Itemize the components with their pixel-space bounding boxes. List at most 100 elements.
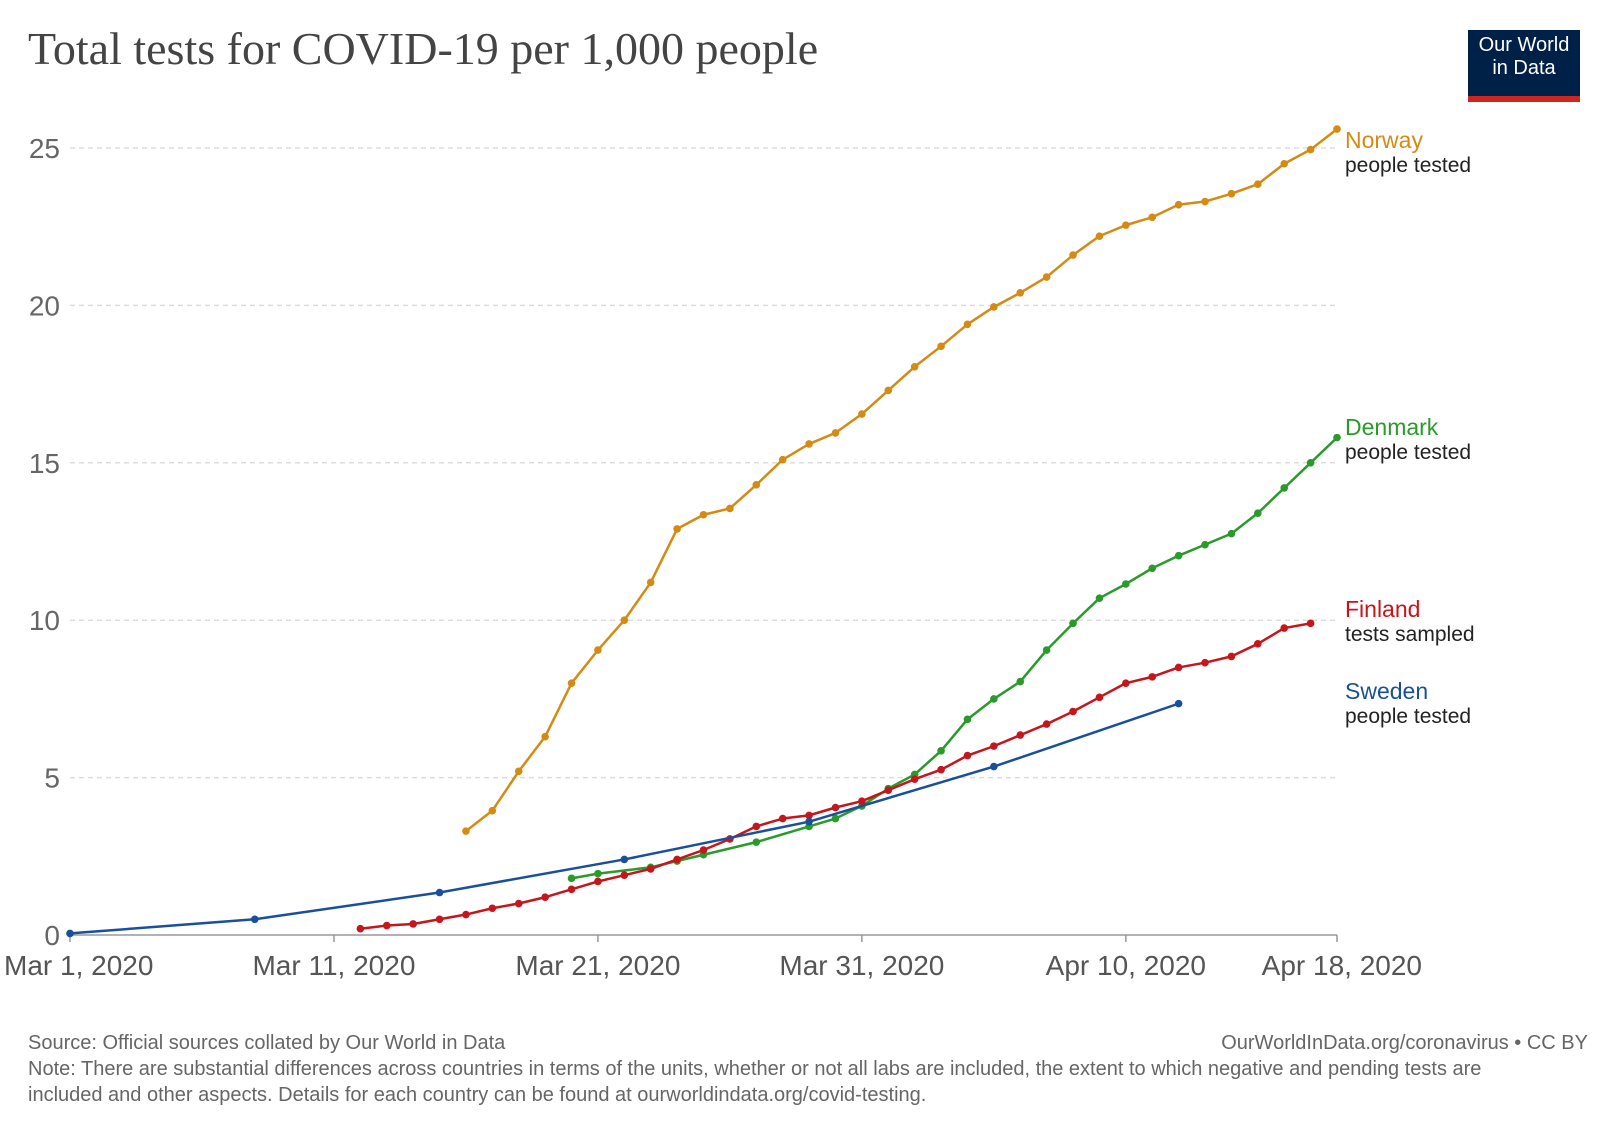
data-point-sweden[interactable] bbox=[66, 929, 74, 938]
data-point-denmark[interactable] bbox=[1122, 580, 1130, 588]
data-point-norway[interactable] bbox=[884, 386, 893, 395]
data-point-finland[interactable] bbox=[646, 865, 655, 873]
data-point-finland[interactable] bbox=[488, 904, 497, 913]
data-point-norway[interactable] bbox=[514, 767, 523, 776]
data-point-norway[interactable] bbox=[1095, 232, 1104, 240]
data-point-norway[interactable] bbox=[1254, 180, 1262, 189]
data-point-norway[interactable] bbox=[831, 429, 840, 437]
data-point-norway[interactable] bbox=[594, 646, 602, 654]
data-point-denmark[interactable] bbox=[1148, 564, 1157, 573]
data-point-norway[interactable] bbox=[1069, 251, 1077, 259]
data-point-norway[interactable] bbox=[646, 578, 655, 587]
data-point-finland[interactable] bbox=[1042, 720, 1051, 728]
data-point-denmark[interactable] bbox=[1280, 484, 1289, 492]
data-point-norway[interactable] bbox=[726, 504, 734, 513]
data-point-finland[interactable] bbox=[594, 877, 602, 886]
data-point-sweden[interactable] bbox=[990, 762, 998, 771]
data-point-finland[interactable] bbox=[805, 811, 813, 820]
data-point-sweden[interactable] bbox=[1174, 699, 1183, 708]
data-point-finland[interactable] bbox=[884, 786, 893, 794]
data-point-norway[interactable] bbox=[462, 827, 470, 835]
data-point-finland[interactable] bbox=[1227, 652, 1236, 661]
data-point-denmark[interactable] bbox=[1095, 594, 1104, 602]
data-point-norway[interactable] bbox=[1306, 145, 1315, 154]
data-point-denmark[interactable] bbox=[1227, 529, 1236, 538]
data-point-finland[interactable] bbox=[778, 814, 787, 823]
data-point-finland[interactable] bbox=[382, 921, 391, 930]
data-point-norway[interactable] bbox=[1016, 289, 1025, 297]
data-point-finland[interactable] bbox=[1148, 673, 1157, 681]
data-point-denmark[interactable] bbox=[1306, 459, 1315, 467]
data-point-finland[interactable] bbox=[1174, 663, 1183, 672]
data-point-norway[interactable] bbox=[1333, 125, 1341, 133]
data-point-norway[interactable] bbox=[937, 342, 945, 351]
data-point-norway[interactable] bbox=[567, 679, 576, 687]
data-point-norway[interactable] bbox=[1174, 200, 1183, 209]
data-point-finland[interactable] bbox=[673, 855, 681, 864]
data-point-sweden[interactable] bbox=[805, 817, 813, 826]
data-point-norway[interactable] bbox=[1201, 197, 1209, 206]
data-point-norway[interactable] bbox=[541, 732, 549, 741]
data-point-finland[interactable] bbox=[435, 915, 444, 924]
data-point-finland[interactable] bbox=[541, 893, 549, 902]
data-point-denmark[interactable] bbox=[1016, 677, 1025, 686]
data-point-finland[interactable] bbox=[990, 742, 998, 750]
data-point-norway[interactable] bbox=[778, 455, 787, 464]
data-point-finland[interactable] bbox=[1016, 731, 1025, 739]
data-point-finland[interactable] bbox=[963, 751, 972, 760]
data-point-denmark[interactable] bbox=[1069, 619, 1077, 628]
data-point-finland[interactable] bbox=[567, 885, 576, 894]
data-point-denmark[interactable] bbox=[937, 747, 945, 755]
data-point-finland[interactable] bbox=[620, 871, 629, 879]
data-point-finland[interactable] bbox=[514, 899, 523, 908]
data-point-finland[interactable] bbox=[1095, 693, 1104, 702]
data-point-norway[interactable] bbox=[1280, 159, 1289, 168]
data-point-norway[interactable] bbox=[805, 440, 813, 448]
data-point-finland[interactable] bbox=[910, 775, 919, 783]
data-point-denmark[interactable] bbox=[752, 838, 761, 846]
data-point-finland[interactable] bbox=[409, 920, 417, 928]
data-point-norway[interactable] bbox=[858, 410, 866, 418]
data-point-denmark[interactable] bbox=[1333, 433, 1341, 442]
data-point-norway[interactable] bbox=[1122, 221, 1130, 229]
owid-logo[interactable]: Our World in Data bbox=[1468, 30, 1580, 102]
data-point-denmark[interactable] bbox=[1254, 509, 1262, 517]
data-point-denmark[interactable] bbox=[1042, 646, 1051, 654]
series-line-finland[interactable] bbox=[360, 622, 1311, 930]
data-point-denmark[interactable] bbox=[831, 814, 840, 823]
data-point-norway[interactable] bbox=[910, 362, 919, 371]
data-point-denmark[interactable] bbox=[567, 874, 576, 883]
data-point-sweden[interactable] bbox=[620, 855, 629, 864]
data-point-denmark[interactable] bbox=[1174, 551, 1183, 560]
data-point-denmark[interactable] bbox=[963, 715, 972, 724]
data-point-denmark[interactable] bbox=[990, 695, 998, 703]
data-point-finland[interactable] bbox=[1306, 619, 1315, 628]
data-point-finland[interactable] bbox=[1069, 707, 1077, 716]
data-point-norway[interactable] bbox=[963, 320, 972, 329]
data-point-norway[interactable] bbox=[1042, 273, 1051, 281]
data-point-denmark[interactable] bbox=[594, 869, 602, 878]
data-point-finland[interactable] bbox=[356, 924, 365, 933]
data-point-denmark[interactable] bbox=[1201, 540, 1209, 549]
data-point-norway[interactable] bbox=[990, 303, 998, 311]
data-point-finland[interactable] bbox=[752, 822, 761, 831]
data-point-finland[interactable] bbox=[699, 846, 708, 854]
data-point-norway[interactable] bbox=[1148, 213, 1157, 222]
data-point-finland[interactable] bbox=[831, 803, 840, 812]
data-point-finland[interactable] bbox=[1280, 624, 1289, 632]
data-point-sweden[interactable] bbox=[435, 888, 444, 897]
data-point-norway[interactable] bbox=[1227, 189, 1236, 198]
data-point-norway[interactable] bbox=[620, 616, 629, 624]
series-line-norway[interactable] bbox=[465, 128, 1338, 833]
data-point-finland[interactable] bbox=[1122, 679, 1130, 687]
data-point-norway[interactable] bbox=[488, 806, 497, 815]
data-point-finland[interactable] bbox=[937, 765, 945, 774]
data-point-sweden[interactable] bbox=[250, 915, 259, 924]
data-point-norway[interactable] bbox=[752, 481, 761, 489]
data-point-finland[interactable] bbox=[462, 910, 470, 919]
data-point-norway[interactable] bbox=[699, 510, 708, 519]
license-link[interactable]: OurWorldInData.org/coronavirus • CC BY bbox=[1221, 1032, 1588, 1054]
data-point-finland[interactable] bbox=[858, 797, 866, 806]
data-point-finland[interactable] bbox=[1254, 640, 1262, 648]
data-point-finland[interactable] bbox=[1201, 658, 1209, 667]
